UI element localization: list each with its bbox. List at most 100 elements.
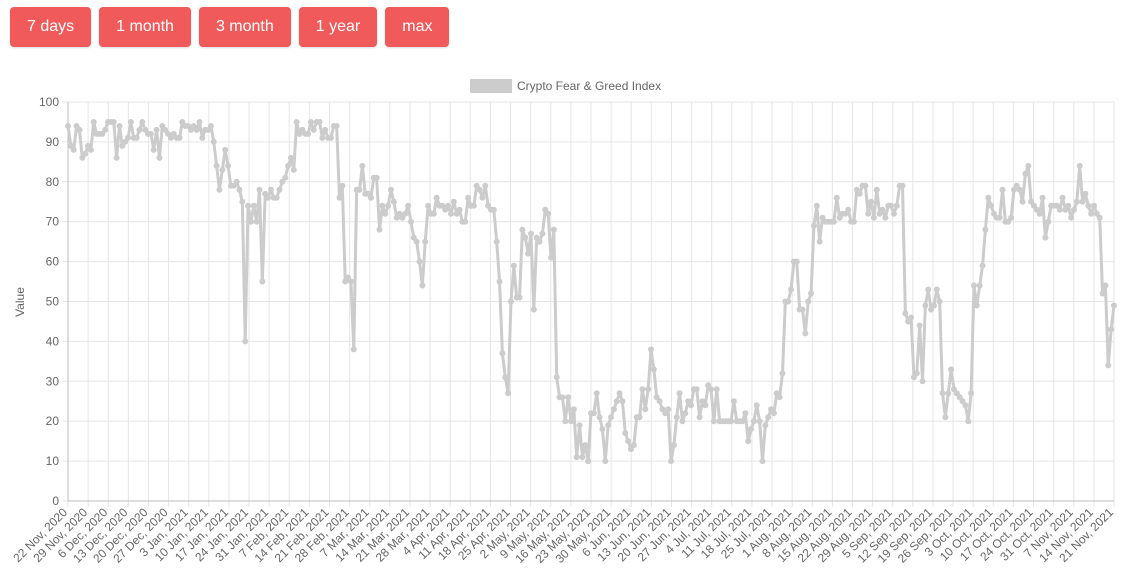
data-point[interactable]	[999, 186, 1006, 193]
data-point[interactable]	[696, 414, 703, 421]
data-point[interactable]	[613, 398, 620, 405]
data-point[interactable]	[1036, 210, 1043, 217]
data-point[interactable]	[282, 174, 289, 181]
data-point[interactable]	[1065, 202, 1072, 209]
data-point[interactable]	[702, 402, 709, 409]
data-point[interactable]	[247, 218, 254, 225]
data-point[interactable]	[1088, 210, 1095, 217]
data-point[interactable]	[830, 218, 837, 225]
data-point[interactable]	[290, 166, 297, 173]
data-point[interactable]	[265, 194, 272, 201]
data-point[interactable]	[605, 422, 612, 429]
data-point[interactable]	[470, 202, 477, 209]
data-point[interactable]	[87, 146, 94, 153]
data-point[interactable]	[276, 186, 283, 193]
data-point[interactable]	[376, 226, 383, 233]
data-point[interactable]	[593, 390, 600, 397]
data-point[interactable]	[430, 210, 437, 217]
data-point[interactable]	[310, 126, 317, 133]
data-point[interactable]	[373, 174, 380, 181]
data-point[interactable]	[785, 298, 792, 305]
data-point[interactable]	[599, 426, 606, 433]
data-point[interactable]	[522, 234, 529, 241]
data-point[interactable]	[136, 126, 143, 133]
data-point[interactable]	[456, 206, 463, 213]
data-point[interactable]	[239, 198, 246, 205]
data-point[interactable]	[516, 294, 523, 301]
data-point[interactable]	[196, 118, 203, 125]
data-point[interactable]	[156, 154, 163, 161]
data-point[interactable]	[1008, 214, 1015, 221]
data-point[interactable]	[507, 298, 514, 305]
data-point[interactable]	[293, 118, 300, 125]
data-point[interactable]	[982, 226, 989, 233]
data-point[interactable]	[139, 118, 146, 125]
data-point[interactable]	[799, 306, 806, 313]
data-point[interactable]	[422, 238, 429, 245]
data-point[interactable]	[939, 390, 946, 397]
data-point[interactable]	[670, 442, 677, 449]
data-point[interactable]	[379, 202, 386, 209]
data-point[interactable]	[688, 402, 695, 409]
data-point[interactable]	[753, 402, 760, 409]
data-point[interactable]	[147, 130, 154, 137]
data-point[interactable]	[679, 418, 686, 425]
data-point[interactable]	[765, 414, 772, 421]
data-point[interactable]	[233, 178, 240, 185]
chart-legend[interactable]: Crypto Fear & Greed Index	[470, 79, 661, 93]
data-point[interactable]	[636, 414, 643, 421]
data-point[interactable]	[713, 386, 720, 393]
data-point[interactable]	[656, 398, 663, 405]
data-point[interactable]	[433, 194, 440, 201]
data-point[interactable]	[285, 162, 292, 169]
data-point[interactable]	[250, 202, 257, 209]
range-max-button[interactable]: max	[385, 7, 450, 47]
data-point[interactable]	[176, 134, 183, 141]
data-point[interactable]	[150, 146, 157, 153]
data-point[interactable]	[1056, 206, 1063, 213]
data-point[interactable]	[1076, 162, 1083, 169]
data-point[interactable]	[622, 430, 629, 437]
data-point[interactable]	[865, 210, 872, 217]
data-point[interactable]	[913, 370, 920, 377]
data-point[interactable]	[382, 210, 389, 217]
data-point[interactable]	[813, 202, 820, 209]
data-point[interactable]	[608, 414, 615, 421]
data-point[interactable]	[527, 230, 534, 237]
data-point[interactable]	[805, 298, 812, 305]
data-point[interactable]	[833, 194, 840, 201]
data-point[interactable]	[305, 130, 312, 137]
data-point[interactable]	[193, 126, 200, 133]
data-point[interactable]	[465, 194, 472, 201]
data-point[interactable]	[390, 198, 397, 205]
data-point[interactable]	[82, 150, 89, 157]
data-point[interactable]	[113, 154, 120, 161]
data-point[interactable]	[893, 202, 900, 209]
data-point[interactable]	[925, 286, 932, 293]
data-point[interactable]	[1045, 218, 1052, 225]
data-point[interactable]	[576, 422, 583, 429]
data-point[interactable]	[567, 418, 574, 425]
data-point[interactable]	[1070, 206, 1077, 213]
data-point[interactable]	[708, 386, 715, 393]
data-point[interactable]	[90, 118, 97, 125]
data-point[interactable]	[979, 262, 986, 269]
data-point[interactable]	[816, 238, 823, 245]
data-point[interactable]	[850, 218, 857, 225]
data-point[interactable]	[322, 126, 329, 133]
range-1-month-button[interactable]: 1 month	[99, 7, 191, 47]
data-point[interactable]	[890, 210, 897, 217]
data-point[interactable]	[1090, 202, 1097, 209]
data-point[interactable]	[245, 202, 252, 209]
data-point[interactable]	[908, 314, 915, 321]
data-point[interactable]	[307, 118, 314, 125]
data-point[interactable]	[1016, 186, 1023, 193]
data-point[interactable]	[573, 454, 580, 461]
data-point[interactable]	[256, 186, 263, 193]
data-point[interactable]	[539, 230, 546, 237]
data-point[interactable]	[579, 454, 586, 461]
data-point[interactable]	[922, 302, 929, 309]
data-point[interactable]	[742, 410, 749, 417]
data-point[interactable]	[873, 186, 880, 193]
data-point[interactable]	[919, 378, 926, 385]
